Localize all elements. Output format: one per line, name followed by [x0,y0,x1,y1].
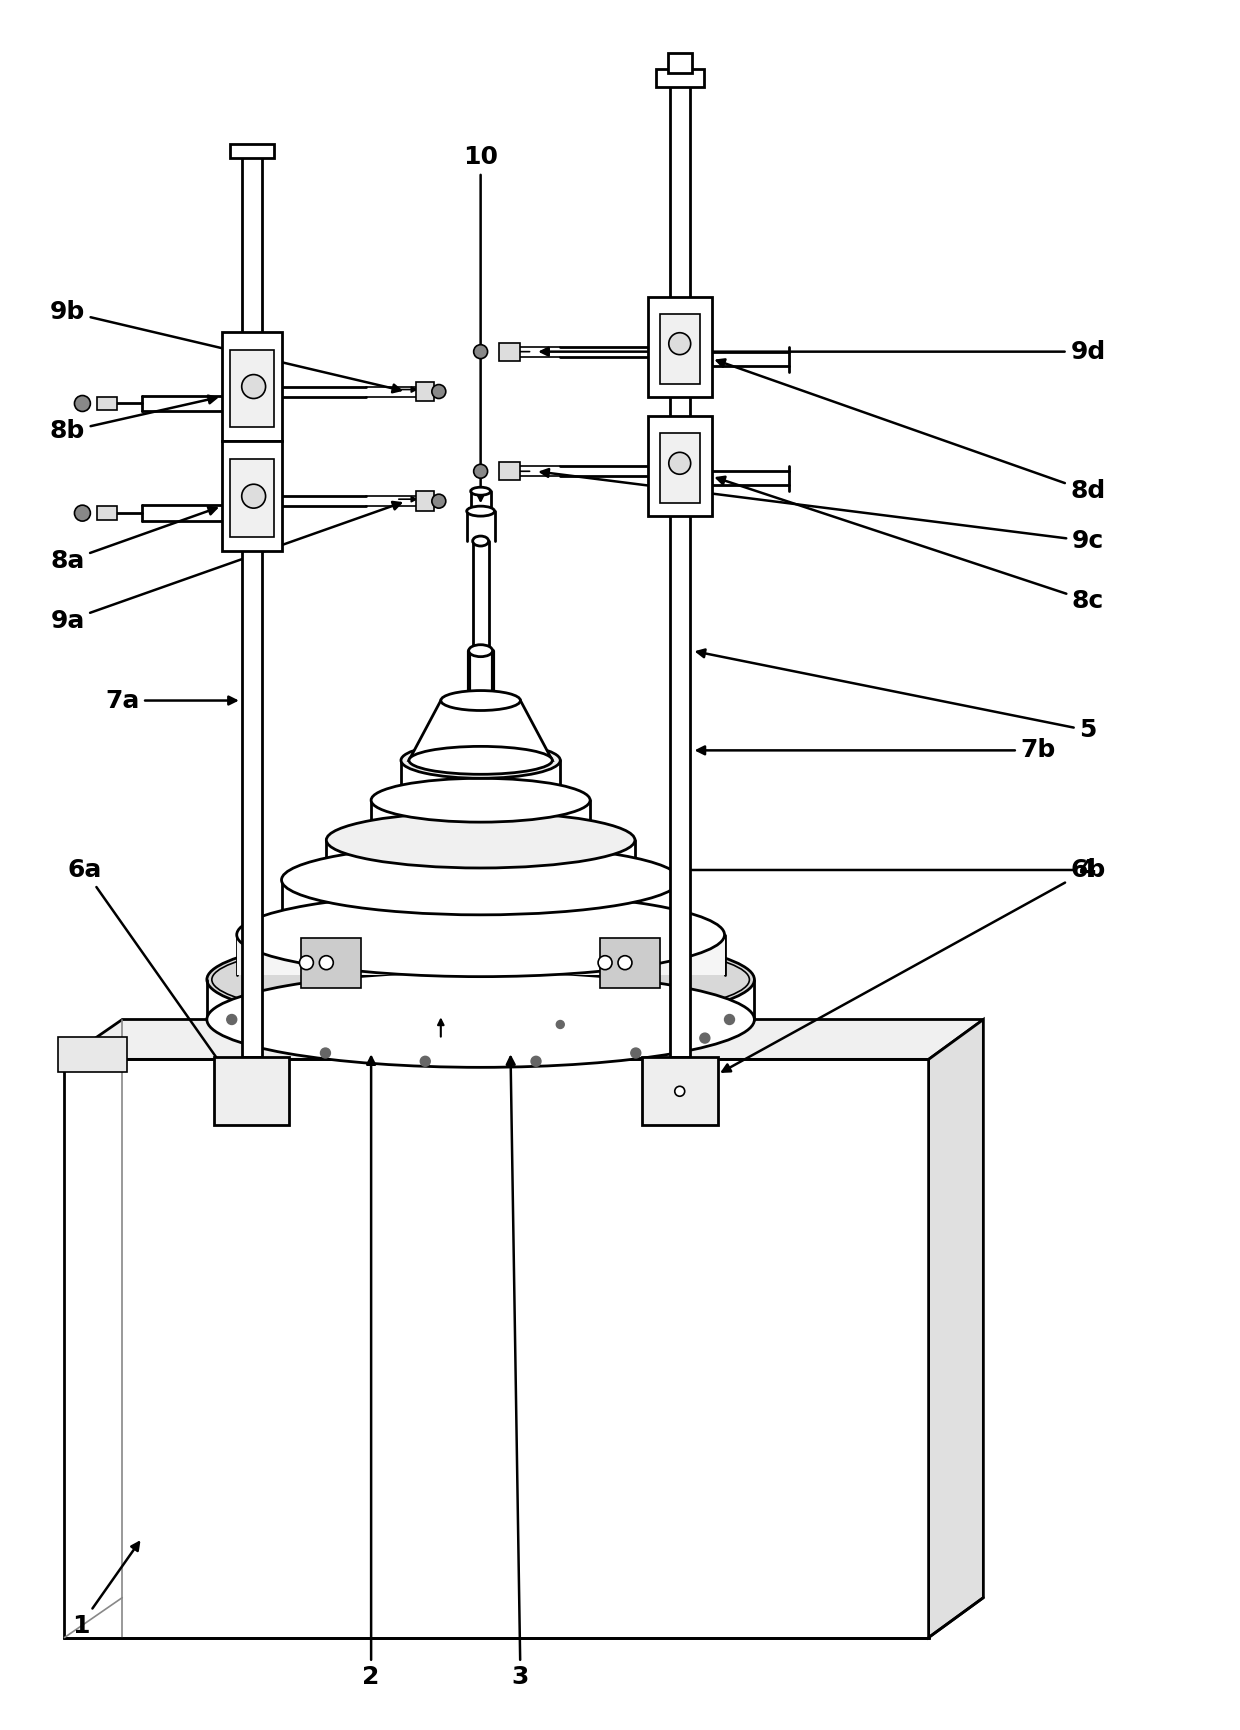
Circle shape [724,1014,734,1024]
Text: 8d: 8d [717,360,1106,503]
Circle shape [699,1033,709,1043]
Bar [647,298,712,396]
Ellipse shape [326,811,635,868]
Bar [242,152,262,1057]
Bar [660,313,699,384]
Text: 9b: 9b [50,299,401,393]
Polygon shape [929,1019,983,1638]
Circle shape [631,1048,641,1059]
Circle shape [242,375,265,398]
Bar [213,1057,289,1124]
Circle shape [474,344,487,358]
Ellipse shape [207,972,754,1067]
Bar [668,52,692,73]
Ellipse shape [237,893,724,977]
Bar [498,343,521,360]
Text: 9c: 9c [541,469,1104,554]
Text: 3: 3 [507,1057,529,1690]
Circle shape [557,1021,564,1028]
Polygon shape [237,934,724,974]
Ellipse shape [207,932,754,1028]
Bar [642,1057,718,1124]
Polygon shape [409,701,552,761]
Bar [498,462,521,481]
Circle shape [299,955,314,969]
Text: 5: 5 [697,649,1096,742]
Circle shape [432,384,446,398]
Ellipse shape [409,746,552,775]
Text: 10: 10 [463,145,498,500]
Circle shape [432,495,446,509]
Bar [660,434,699,503]
Bar [647,417,712,516]
Text: 2: 2 [362,1057,379,1690]
Ellipse shape [212,936,749,1022]
Bar [670,83,689,1057]
Bar [229,349,274,427]
Ellipse shape [471,488,491,495]
Circle shape [474,464,487,477]
Circle shape [420,1057,430,1066]
Text: 6b: 6b [723,858,1106,1071]
Bar [64,1059,929,1638]
Circle shape [675,1086,684,1097]
Ellipse shape [440,690,521,711]
Circle shape [668,452,691,474]
Bar [415,382,434,401]
Text: 8a: 8a [51,507,217,573]
Text: 7b: 7b [697,739,1055,763]
Bar [98,396,118,410]
Ellipse shape [469,645,492,657]
Circle shape [74,396,91,412]
Text: 9d: 9d [541,339,1106,363]
Bar [229,458,274,536]
Ellipse shape [466,507,495,516]
Text: 7a: 7a [105,689,236,713]
Bar [301,938,361,988]
Text: 1: 1 [72,1543,139,1638]
Circle shape [618,955,632,969]
Circle shape [74,505,91,521]
Circle shape [252,1033,262,1043]
Text: 6a: 6a [67,858,228,1074]
Circle shape [320,1048,330,1059]
Bar [600,938,660,988]
Text: 8c: 8c [717,477,1104,612]
Ellipse shape [371,778,590,822]
Bar [229,144,274,157]
Circle shape [320,955,334,969]
Circle shape [598,955,613,969]
Ellipse shape [472,536,489,547]
Text: 9a: 9a [51,502,401,633]
Circle shape [242,484,265,509]
Ellipse shape [401,742,560,778]
Bar [656,69,703,86]
Bar [98,507,118,521]
Polygon shape [64,1019,983,1059]
Bar [222,332,281,441]
Text: 4: 4 [656,858,1096,882]
Circle shape [227,1014,237,1024]
Ellipse shape [281,844,680,915]
Circle shape [531,1057,541,1066]
Bar [222,441,281,552]
Text: 8b: 8b [50,396,216,443]
Bar [57,1038,128,1073]
Circle shape [668,332,691,355]
Bar [415,491,434,510]
